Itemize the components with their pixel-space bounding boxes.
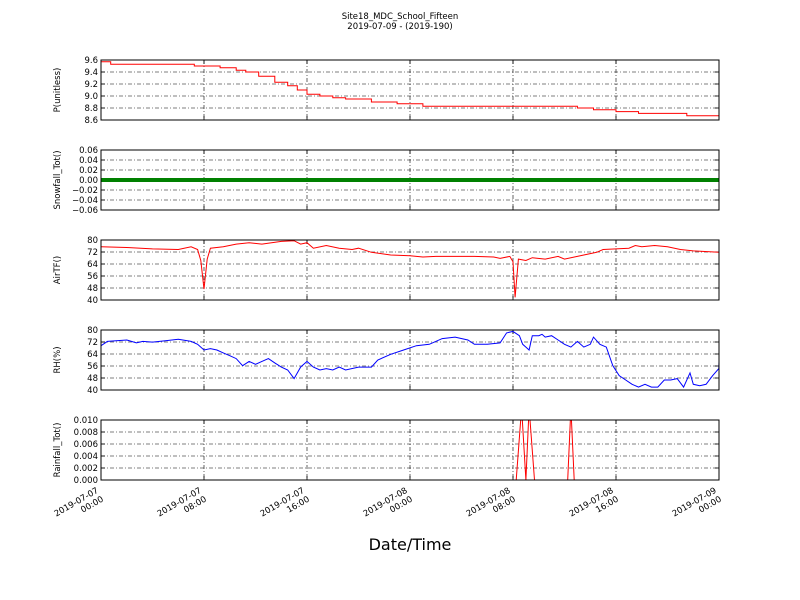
y-tick-label: 0.004 — [74, 452, 98, 462]
series-line-0 — [101, 61, 719, 117]
x-tick-label: 2019-07-0900:00 — [671, 486, 724, 528]
y-tick-label: −0.02 — [72, 186, 98, 196]
series-line-3 — [101, 330, 719, 389]
y-tick-label: 8.8 — [84, 104, 98, 114]
y-tick-label: 72 — [87, 248, 98, 258]
y-tick-label: 64 — [87, 260, 98, 270]
y-tick-label: 48 — [87, 284, 98, 294]
y-tick-label: 80 — [87, 326, 98, 336]
y-tick-label: 40 — [87, 296, 98, 306]
y-tick-label: 56 — [87, 272, 98, 282]
panel-0: 9.6 9.4 9.2 9.0 8.8 8.6 P(unitless) — [53, 56, 720, 126]
y-axis-label: Rainfall_Tot() — [53, 423, 63, 478]
y-tick-label: 0.06 — [79, 146, 98, 156]
x-tick-label: 2019-07-0708:00 — [156, 486, 209, 528]
y-axis-label: Snowfall_Tot() — [53, 150, 63, 209]
plot-frame — [100, 149, 720, 211]
y-tick-label: 56 — [87, 362, 98, 372]
plot-frame — [100, 419, 720, 481]
y-tick-label: 8.6 — [84, 116, 98, 126]
y-tick-label: 9.4 — [84, 68, 98, 78]
y-tick-label: 9.0 — [84, 92, 98, 102]
y-tick-label: 0.00 — [79, 176, 98, 186]
x-tick-label: 2019-07-0808:00 — [465, 486, 518, 528]
y-tick-label: 72 — [87, 338, 98, 348]
y-tick-label: 0.04 — [79, 156, 98, 166]
y-tick-label: 0.002 — [74, 464, 98, 474]
x-tick-label: 2019-07-0816:00 — [568, 486, 621, 528]
panel-1: 0.060.040.020.00−0.02−0.04−0.06 Snowfall_… — [53, 146, 720, 216]
x-axis-label: Date/Time — [369, 535, 452, 554]
series-line-2 — [101, 240, 719, 298]
chart-panels: 9.69.49.29.08.88.6P(unitless)0.060.040.0… — [53, 56, 720, 486]
x-tick-label: 2019-07-0700:00 — [53, 486, 106, 528]
y-axis-label: RH(%) — [53, 346, 63, 373]
chart-subtitle: 2019-07-09 - (2019-190) — [347, 22, 452, 32]
y-tick-label: 0.006 — [74, 440, 98, 450]
y-tick-label: 9.6 — [84, 56, 98, 66]
plot-frame — [100, 239, 720, 301]
panel-4: 0.010 0.008 0.006 0.004 0.002 0.000 Rainfall_T… — [53, 416, 720, 486]
y-tick-label: 40 — [87, 386, 98, 396]
x-tick-labels: 2019-07-0700:00 2019-07-0708:00 2019-07-07… — [53, 486, 724, 528]
x-tick-label: 2019-07-0716:00 — [259, 486, 312, 528]
plot-frame — [100, 329, 720, 391]
panel-2: 80 72 64 56 48 40 AirTF() — [53, 236, 720, 306]
y-tick-label: −0.04 — [72, 196, 98, 206]
y-tick-label: 0.010 — [74, 416, 98, 426]
y-tick-label: 80 — [87, 236, 98, 246]
x-tick-label: 2019-07-0800:00 — [362, 486, 415, 528]
plot-frame — [100, 59, 720, 121]
y-tick-label: 0.000 — [74, 476, 98, 486]
y-tick-label: 9.2 — [84, 80, 98, 90]
y-tick-label: 64 — [87, 350, 98, 360]
panel-3: 80 72 64 56 48 40 RH(%) — [53, 326, 720, 396]
series-line-4 — [101, 420, 719, 480]
chart-title: Site18_MDC_School_Fifteen — [342, 12, 459, 22]
y-tick-label: 0.008 — [74, 428, 98, 438]
y-axis-label: P(unitless) — [53, 68, 63, 113]
y-tick-label: 0.02 — [79, 166, 98, 176]
y-tick-label: 48 — [87, 374, 98, 384]
y-axis-label: AirTF() — [53, 256, 63, 284]
y-tick-label: −0.06 — [72, 206, 98, 216]
